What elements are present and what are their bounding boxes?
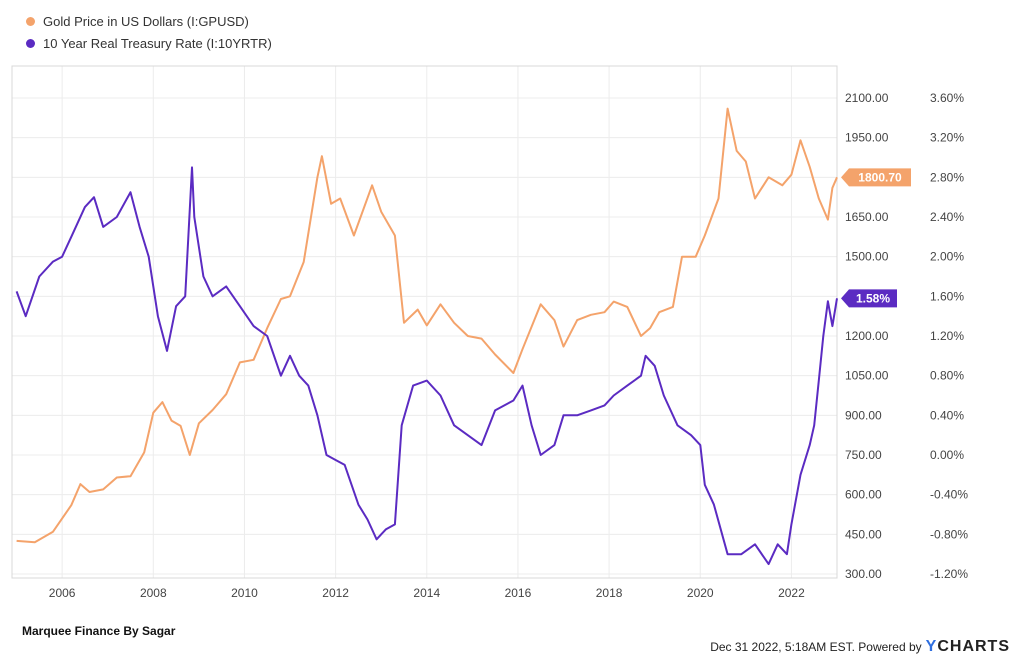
right-y-tick-label: -1.20% bbox=[930, 567, 968, 581]
left-y-tick-label: 1950.00 bbox=[845, 131, 889, 145]
left-y-tick-label: 1500.00 bbox=[845, 250, 889, 264]
badge-shape bbox=[841, 168, 911, 187]
x-tick-label: 2014 bbox=[413, 586, 440, 600]
left-y-tick-label: 300.00 bbox=[845, 567, 882, 581]
footer-attribution: Dec 31 2022, 5:18AM EST. Powered by YCHA… bbox=[710, 638, 1010, 656]
x-tick-label: 2022 bbox=[778, 586, 805, 600]
right-y-tick-label: 1.20% bbox=[930, 329, 964, 343]
right-y-tick-label: 2.00% bbox=[930, 250, 964, 264]
left-y-tick-label: 1050.00 bbox=[845, 369, 889, 383]
right-y-tick-label: 1.60% bbox=[930, 289, 964, 303]
last-value-labels: 1800.70 1.58% bbox=[841, 168, 911, 308]
ycharts-logo-y: Y bbox=[925, 638, 938, 655]
x-tick-label: 2008 bbox=[140, 586, 167, 600]
right-y-tick-label: 0.00% bbox=[930, 448, 964, 462]
x-tick-label: 2006 bbox=[49, 586, 76, 600]
right-y-tick-label: 3.60% bbox=[930, 91, 964, 105]
x-tick-label: 2016 bbox=[505, 586, 532, 600]
series-layer bbox=[15, 107, 838, 566]
legend-label-gold: Gold Price in US Dollars (I:GPUSD) bbox=[43, 13, 249, 29]
left-y-tick-label: 450.00 bbox=[845, 527, 882, 541]
legend-label-treasury: 10 Year Real Treasury Rate (I:10YRTR) bbox=[43, 35, 272, 51]
left-y-tick-label: 900.00 bbox=[845, 408, 882, 422]
ycharts-logo[interactable]: YCHARTS bbox=[926, 638, 1010, 656]
ycharts-logo-text: CHARTS bbox=[937, 638, 1010, 655]
right-y-tick-label: 2.80% bbox=[930, 170, 964, 184]
badge-label: 1800.70 bbox=[858, 170, 902, 184]
legend-dot-gold bbox=[26, 16, 35, 26]
treasury-last-value-badge: 1.58% bbox=[841, 289, 897, 308]
left-y-tick-label: 600.00 bbox=[845, 488, 882, 502]
plot-area-border bbox=[11, 65, 838, 579]
legend-item-treasury[interactable]: 10 Year Real Treasury Rate (I:10YRTR) bbox=[26, 32, 272, 54]
right-y-tick-label: -0.80% bbox=[930, 527, 968, 541]
left-y-tick-label: 750.00 bbox=[845, 448, 882, 462]
x-tick-label: 2012 bbox=[322, 586, 349, 600]
right-y-tick-label: 2.40% bbox=[930, 210, 964, 224]
chart-legend: Gold Price in US Dollars (I:GPUSD) 10 Ye… bbox=[26, 10, 272, 54]
right-y-tick-label: 0.40% bbox=[930, 408, 964, 422]
x-tick-label: 2020 bbox=[687, 586, 714, 600]
gridlines bbox=[12, 66, 837, 578]
source-credit: Marquee Finance By Sagar bbox=[22, 624, 176, 638]
left-y-axis: 2100.001950.001800.001650.001500.001350.… bbox=[845, 91, 889, 581]
right-y-tick-label: 3.20% bbox=[930, 131, 964, 145]
timestamp: Dec 31 2022, 5:18AM EST. Powered by bbox=[710, 640, 922, 654]
x-tick-label: 2010 bbox=[231, 586, 258, 600]
gold-last-value-badge: 1800.70 bbox=[841, 168, 911, 187]
left-y-tick-label: 1200.00 bbox=[845, 329, 889, 343]
badge-label: 1.58% bbox=[856, 291, 890, 305]
right-y-tick-label: -0.40% bbox=[930, 488, 968, 502]
badge-shape bbox=[841, 289, 897, 308]
legend-item-gold[interactable]: Gold Price in US Dollars (I:GPUSD) bbox=[26, 10, 272, 32]
right-y-tick-label: 0.80% bbox=[930, 369, 964, 383]
x-tick-label: 2018 bbox=[596, 586, 623, 600]
gold-price-line bbox=[16, 107, 838, 544]
legend-dot-treasury bbox=[26, 38, 35, 48]
treasury-rate-line bbox=[15, 166, 838, 566]
right-y-axis: 3.60% 3.20% 2.80% 2.40% 2.00% 1.60% 1.20% 0.80%… bbox=[930, 91, 968, 581]
x-axis: 2006 2008 2010 2012 2014 2016 2018 2020 2022 bbox=[49, 586, 805, 600]
left-y-tick-label: 1650.00 bbox=[845, 210, 889, 224]
left-y-tick-label: 2100.00 bbox=[845, 91, 889, 105]
